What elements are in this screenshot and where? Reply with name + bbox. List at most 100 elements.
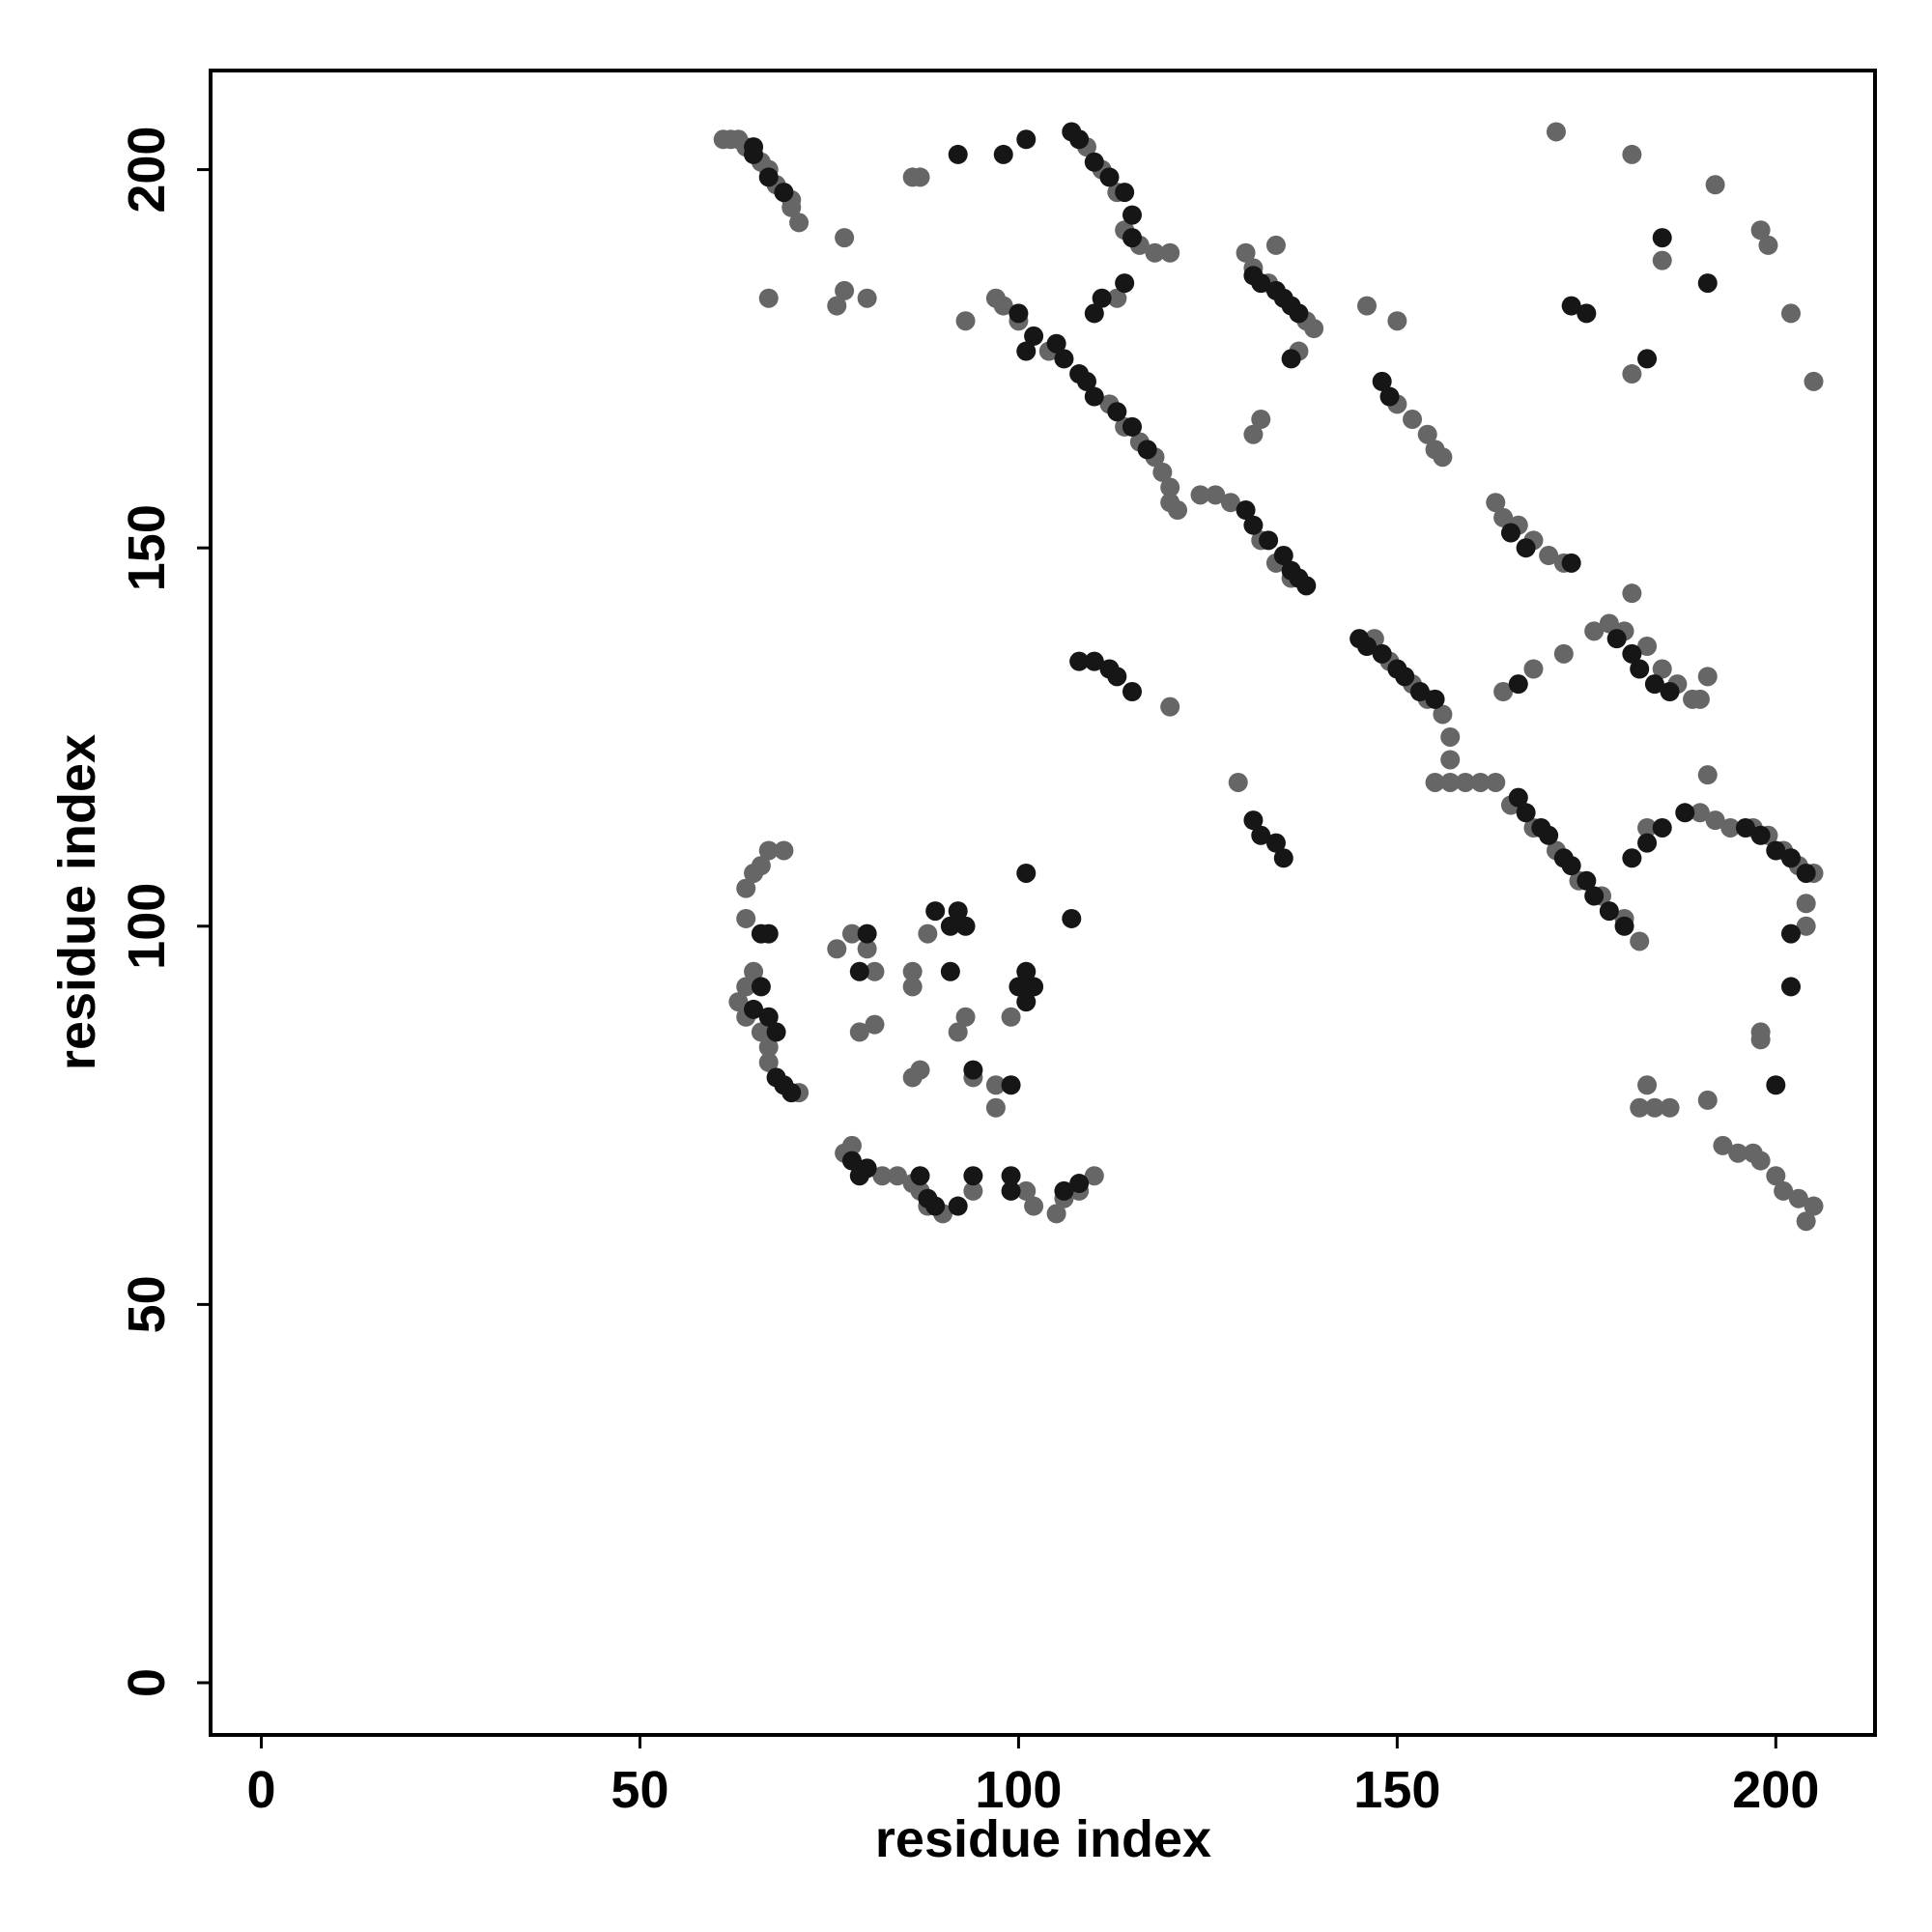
point [948, 1022, 968, 1042]
point [1122, 228, 1142, 248]
point [1251, 273, 1271, 294]
point [887, 1166, 907, 1186]
point [1115, 273, 1135, 294]
point [1243, 810, 1264, 831]
point [1766, 1166, 1786, 1186]
point [1190, 485, 1210, 505]
point [1614, 916, 1634, 936]
point [1780, 303, 1801, 324]
point [744, 144, 764, 164]
point [728, 992, 749, 1012]
point [841, 1151, 862, 1171]
point [1357, 296, 1378, 316]
point [1630, 659, 1650, 679]
point [993, 296, 1013, 316]
point [1796, 863, 1816, 883]
point [1433, 447, 1453, 468]
point [1750, 220, 1771, 241]
point [1660, 1097, 1680, 1118]
point [1016, 863, 1037, 883]
point [940, 961, 960, 981]
point [1690, 689, 1710, 709]
point [849, 961, 869, 981]
point [1493, 681, 1514, 701]
point [1750, 825, 1771, 845]
point [1046, 1204, 1066, 1224]
point [1115, 183, 1135, 203]
point [1796, 916, 1816, 936]
point [1160, 242, 1180, 263]
point [910, 167, 930, 187]
point [841, 1135, 862, 1155]
point [1697, 273, 1718, 294]
point [849, 1022, 869, 1042]
point [744, 961, 764, 981]
point [1265, 235, 1286, 255]
point [1387, 311, 1407, 331]
point [910, 1060, 930, 1080]
point [902, 961, 923, 981]
point [758, 288, 779, 308]
point [1084, 386, 1104, 407]
point [1016, 992, 1037, 1012]
point [1766, 1075, 1786, 1095]
point [1281, 349, 1301, 369]
point [1289, 303, 1309, 324]
y-axis-title: residue index [48, 734, 106, 1070]
plot-frame [209, 69, 1877, 1737]
point [1804, 371, 1824, 391]
point [902, 977, 923, 997]
point [1016, 1180, 1037, 1201]
point [1403, 410, 1423, 430]
point [1539, 546, 1559, 566]
point [1652, 228, 1672, 248]
point [1516, 803, 1536, 823]
point [1084, 651, 1104, 671]
point [1705, 810, 1725, 831]
point [1486, 772, 1506, 792]
point [1652, 250, 1672, 270]
point [1122, 416, 1142, 437]
point [1001, 1007, 1021, 1027]
point [1243, 515, 1264, 535]
point [1395, 667, 1415, 687]
point [857, 939, 877, 959]
point [1493, 507, 1514, 527]
point [1804, 1196, 1824, 1216]
point [1016, 961, 1037, 981]
point [1251, 825, 1271, 845]
point [1546, 122, 1566, 142]
point [751, 856, 771, 876]
point [857, 288, 877, 308]
point [758, 923, 779, 944]
point [1455, 772, 1475, 792]
point [955, 311, 976, 331]
point [1637, 833, 1658, 853]
point [1584, 621, 1605, 641]
point [1265, 833, 1286, 853]
point [985, 1075, 1006, 1095]
point [774, 183, 794, 203]
point [948, 1196, 968, 1216]
point [955, 916, 976, 936]
point [1440, 772, 1461, 792]
point [1024, 977, 1044, 997]
point [1728, 1143, 1748, 1163]
point [1796, 894, 1816, 914]
point [1697, 1090, 1718, 1110]
point [1539, 825, 1559, 845]
point [1516, 538, 1536, 558]
point [1440, 726, 1461, 747]
point [1357, 637, 1378, 657]
y-tick-label: 200 [118, 127, 176, 213]
point [1697, 765, 1718, 785]
y-tick-label: 50 [118, 1275, 176, 1333]
point [1001, 1166, 1021, 1186]
point [1622, 848, 1642, 868]
point [1145, 242, 1165, 263]
point [736, 908, 756, 928]
point [940, 916, 960, 936]
point [1016, 341, 1037, 361]
point [758, 840, 779, 861]
